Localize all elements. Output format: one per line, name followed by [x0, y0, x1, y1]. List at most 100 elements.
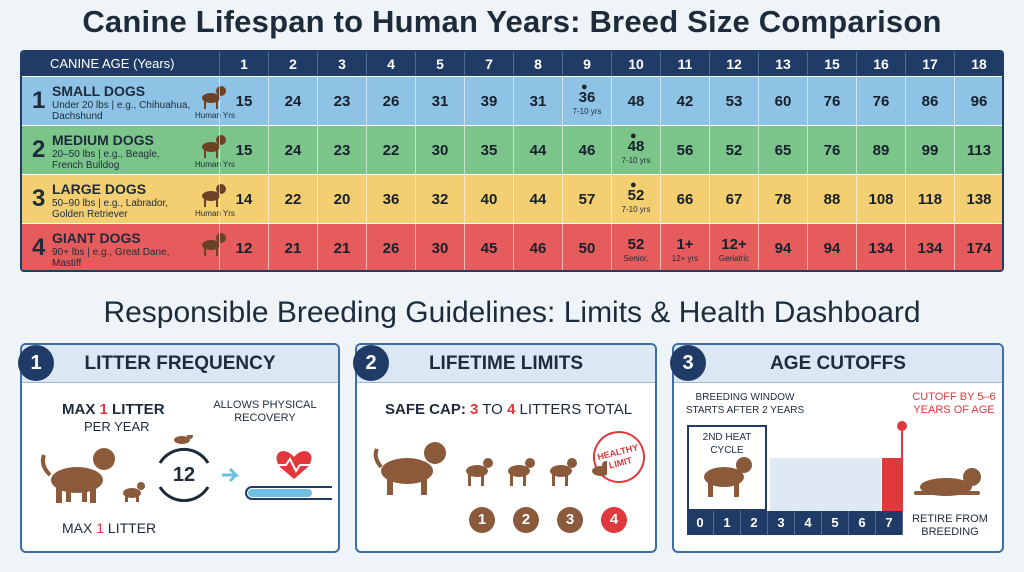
age-value-cell: 60: [758, 77, 807, 126]
safe-cap-label: SAFE CAP:: [385, 401, 466, 418]
bottom-litter-text: LITTER: [107, 520, 157, 536]
age-value-cell: 76: [807, 77, 856, 126]
human-age-value: 35: [480, 142, 498, 159]
human-age-value: 30: [431, 240, 449, 257]
lifespan-table: CANINE AGE (Years) 1 2 3 4 5 7 8 9 10 11 12 13 15 16 1…: [20, 50, 1004, 272]
human-age-value: 44: [529, 191, 547, 208]
age-value-cell: 94: [758, 224, 807, 270]
breed-dog-icon: [202, 135, 226, 158]
human-age-value: 76: [823, 142, 841, 159]
breed-dog-icon: [202, 86, 226, 109]
age-value-cell: ● 52 7-10 yrs: [611, 175, 660, 224]
human-age-value: 66: [676, 191, 694, 208]
max-litter-line: MAX 1 LITTER: [62, 401, 165, 418]
bottom-max-number: 1: [96, 520, 105, 536]
age-header-cell: 3: [317, 52, 366, 76]
max-litter-bottom: MAX 1 LITTER: [62, 520, 156, 536]
breed-name: SMALL DOGS: [52, 83, 146, 99]
breed-dog-icon: [202, 233, 226, 256]
age-value-cell: 48: [611, 77, 660, 126]
age-note: Senior,: [623, 254, 649, 263]
age-value-cell: 53: [709, 77, 758, 126]
age-value-cell: 22: [268, 175, 317, 224]
human-age-value: 23: [333, 93, 351, 110]
human-age-value: 86: [921, 93, 939, 110]
breed-description: 90+ lbs | e.g., Great Dane, Mastiff: [52, 247, 170, 269]
resting-dog-icon: [914, 468, 981, 496]
breed-row: 2 MEDIUM DOGS 20–50 lbs | e.g., Beagle, Fr…: [22, 125, 1002, 175]
litter-cycle-illustration: 12: [40, 435, 332, 503]
row-number: 1: [32, 87, 46, 114]
human-age-value: 65: [774, 142, 792, 159]
panel-number: 3: [670, 345, 706, 381]
retire-text: RETIRE FROM BREEDING: [912, 513, 988, 538]
age-value-cell: 24: [268, 77, 317, 126]
age-header-cell: 13: [758, 52, 807, 76]
heartbeat-line: [276, 457, 312, 473]
human-age-value: 52: [627, 236, 645, 253]
human-age-value: 48: [627, 93, 645, 110]
cutoff-bar: [881, 458, 901, 511]
breed-row: 4 GIANT DOGS 90+ lbs | e.g., Great Dane, M…: [22, 223, 1002, 270]
row-number: 2: [32, 136, 46, 163]
human-age-value: 45: [480, 240, 498, 257]
age-value-cell: 15: [219, 126, 268, 175]
age-value-cell: 45: [464, 224, 513, 270]
human-age-value: 76: [823, 93, 841, 110]
age-value-cell: 118: [905, 175, 954, 224]
age-value-cell: 76: [807, 126, 856, 175]
panel-title: AGE CUTOFFS: [770, 353, 906, 374]
human-age-value: 24: [284, 142, 302, 159]
age-value-cell: 26: [366, 224, 415, 270]
age-value-cell: 23: [317, 126, 366, 175]
age-value-cell: 42: [660, 77, 709, 126]
human-age-value: 118: [917, 191, 943, 208]
header-label: CANINE AGE (Years): [50, 56, 175, 71]
age-value-cell: 23: [317, 77, 366, 126]
human-age-value: 21: [333, 240, 351, 257]
age-header-cell: 1: [219, 52, 268, 76]
breed-name: MEDIUM DOGS: [52, 132, 154, 148]
table-header-row: CANINE AGE (Years) 1 2 3 4 5 7 8 9 10 11 12 13 15 16 1…: [22, 52, 1002, 76]
age-value-cell: 67: [709, 175, 758, 224]
puppy-icon-3: [550, 458, 577, 486]
human-age-value: 24: [284, 93, 302, 110]
age-value-cell: 24: [268, 126, 317, 175]
age-value-cell: 14: [219, 175, 268, 224]
age-value-cell: 44: [513, 175, 562, 224]
recovery-bar-fill: [248, 489, 312, 497]
age-value-cell: 20: [317, 175, 366, 224]
age-value-cell: 86: [905, 77, 954, 126]
recovery-text: ALLOWS PHYSICAL RECOVERY: [213, 399, 317, 424]
row-number: 4: [32, 234, 46, 261]
cycle-ring-icon: [158, 447, 210, 503]
human-age-value: 94: [823, 240, 841, 257]
age-value-cell: 138: [954, 175, 1002, 224]
human-age-value: 113: [966, 142, 992, 159]
panel-number: 1: [18, 345, 54, 381]
age-header-cell: 11: [660, 52, 709, 76]
age-value-cell: 12+ Geriatric: [709, 224, 758, 270]
panel-age-cutoffs: 3 AGE CUTOFFS BREEDING WINDOW STARTS AFT…: [670, 343, 1004, 553]
human-age-value: 138: [966, 191, 992, 208]
cap-from: 3: [470, 401, 479, 418]
age-value-cell: 52: [709, 126, 758, 175]
age-value-cell: 108: [856, 175, 905, 224]
heat-cycle-text: 2ND HEAT CYCLE: [702, 432, 752, 456]
litter-count-badge: 3: [557, 507, 583, 533]
human-age-value: 31: [431, 93, 449, 110]
human-age-value: 134: [868, 240, 894, 257]
age-value-cell: 89: [856, 126, 905, 175]
human-age-value: 32: [431, 191, 449, 208]
age-value-cell: 96: [954, 77, 1002, 126]
cutoff-line: [901, 425, 903, 511]
age-tick: 5: [822, 511, 849, 535]
panel-header: 3 AGE CUTOFFS: [670, 345, 1002, 383]
human-age-value: 56: [676, 142, 694, 159]
age-value-cell: 30: [415, 126, 464, 175]
human-age-value: 50: [578, 240, 596, 257]
human-age-value: 26: [382, 93, 400, 110]
age-note: Geriatric: [718, 254, 750, 263]
age-value-cell: 39: [464, 77, 513, 126]
human-age-value: 174: [966, 240, 992, 257]
